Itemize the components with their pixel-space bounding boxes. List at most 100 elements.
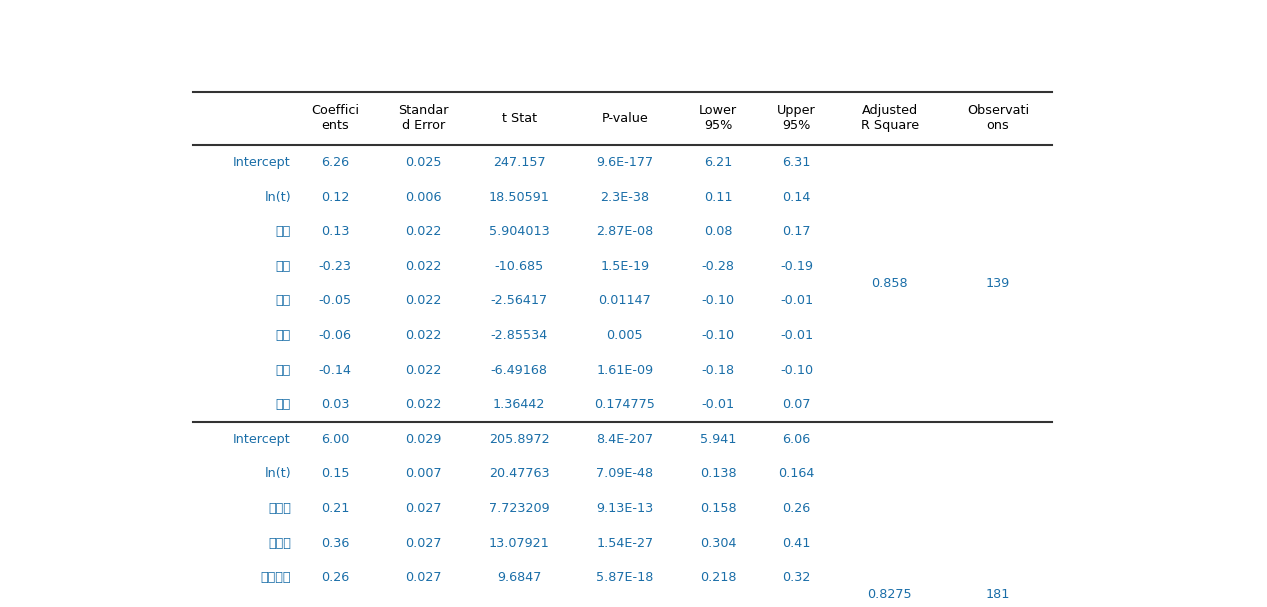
Text: 9.13E-13: 9.13E-13 [597, 502, 654, 515]
Text: -0.01: -0.01 [702, 398, 735, 411]
Text: 2.3E-38: 2.3E-38 [601, 191, 650, 204]
Text: 20.47763: 20.47763 [489, 467, 550, 480]
Text: -0.10: -0.10 [780, 364, 813, 376]
Text: -2.85534: -2.85534 [490, 329, 547, 342]
Text: 0.029: 0.029 [405, 433, 442, 446]
Text: 0.304: 0.304 [699, 537, 736, 549]
Text: -0.28: -0.28 [702, 260, 735, 273]
Text: 247.157: 247.157 [493, 156, 546, 169]
Text: Lower
95%: Lower 95% [699, 104, 737, 132]
Text: 6.00: 6.00 [321, 433, 350, 446]
Text: 6.31: 6.31 [783, 156, 811, 169]
Text: 0.20: 0.20 [321, 606, 350, 607]
Text: 205.8972: 205.8972 [489, 433, 550, 446]
Text: P-value: P-value [602, 112, 649, 125]
Text: 139: 139 [986, 277, 1010, 290]
Text: 1.36442: 1.36442 [493, 398, 545, 411]
Text: 18.50591: 18.50591 [489, 191, 550, 204]
Text: Upper
95%: Upper 95% [777, 104, 816, 132]
Text: 0.8275: 0.8275 [868, 588, 912, 602]
Text: 0.027: 0.027 [405, 606, 442, 607]
Text: 6.26: 6.26 [321, 156, 350, 169]
Text: 0.26: 0.26 [783, 502, 811, 515]
Text: ln(t): ln(t) [265, 191, 291, 204]
Text: -0.10: -0.10 [702, 294, 735, 307]
Text: 0.022: 0.022 [405, 364, 442, 376]
Text: 0.027: 0.027 [405, 571, 442, 584]
Text: 0.26: 0.26 [321, 571, 350, 584]
Text: 0.022: 0.022 [405, 398, 442, 411]
Text: 5.87E-18: 5.87E-18 [595, 571, 654, 584]
Text: -2.56417: -2.56417 [490, 294, 547, 307]
Text: 0.022: 0.022 [405, 294, 442, 307]
Text: 0.17: 0.17 [783, 225, 811, 239]
Text: 강원도: 강원도 [269, 537, 291, 549]
Text: 2.87E-08: 2.87E-08 [597, 225, 654, 239]
Text: 0.005: 0.005 [607, 329, 644, 342]
Text: 0.006: 0.006 [405, 191, 442, 204]
Text: 경기도: 경기도 [269, 502, 291, 515]
Text: -10.685: -10.685 [494, 260, 544, 273]
Text: 0.14: 0.14 [704, 606, 732, 607]
Text: -0.19: -0.19 [780, 260, 813, 273]
Text: 7.723209: 7.723209 [489, 502, 550, 515]
Text: 0.164: 0.164 [778, 467, 815, 480]
Text: 1.5E-19: 1.5E-19 [601, 260, 650, 273]
Text: 충청남도: 충청남도 [261, 606, 291, 607]
Text: 0.12: 0.12 [321, 191, 350, 204]
Text: 충청북도: 충청북도 [261, 571, 291, 584]
Text: 0.022: 0.022 [405, 329, 442, 342]
Text: 0.027: 0.027 [405, 502, 442, 515]
Text: 5.941: 5.941 [699, 433, 736, 446]
Text: 0.174775: 0.174775 [594, 398, 655, 411]
Text: -0.14: -0.14 [318, 364, 352, 376]
Text: -0.23: -0.23 [318, 260, 352, 273]
Text: 서울: 서울 [276, 225, 291, 239]
Text: -0.05: -0.05 [318, 294, 352, 307]
Text: Intercept: Intercept [233, 156, 291, 169]
Text: 0.025: 0.025 [405, 156, 442, 169]
Text: 0.08: 0.08 [704, 225, 732, 239]
Text: -0.06: -0.06 [318, 329, 352, 342]
Text: 8.4E-207: 8.4E-207 [597, 433, 654, 446]
Text: 6.21: 6.21 [704, 156, 732, 169]
Text: 0.218: 0.218 [699, 571, 736, 584]
Text: 0.41: 0.41 [783, 537, 811, 549]
Text: -0.01: -0.01 [780, 294, 813, 307]
Text: 광주: 광주 [276, 364, 291, 376]
Text: 1.96E-11: 1.96E-11 [597, 606, 654, 607]
Text: Adjusted
R Square: Adjusted R Square [860, 104, 919, 132]
Text: -0.01: -0.01 [780, 329, 813, 342]
Text: 0.32: 0.32 [783, 571, 811, 584]
Text: 181: 181 [986, 588, 1010, 602]
Text: 0.022: 0.022 [405, 260, 442, 273]
Text: 0.01147: 0.01147 [598, 294, 651, 307]
Text: 인천: 인천 [276, 329, 291, 342]
Text: 1.61E-09: 1.61E-09 [597, 364, 654, 376]
Text: 7.187221: 7.187221 [489, 606, 550, 607]
Text: 0.03: 0.03 [321, 398, 350, 411]
Text: 9.6847: 9.6847 [497, 571, 541, 584]
Text: 0.13: 0.13 [321, 225, 350, 239]
Text: 대구: 대구 [276, 294, 291, 307]
Text: 0.25: 0.25 [783, 606, 811, 607]
Text: 9.6E-177: 9.6E-177 [597, 156, 654, 169]
Text: 0.158: 0.158 [699, 502, 736, 515]
Text: 0.14: 0.14 [783, 191, 811, 204]
Text: 1.54E-27: 1.54E-27 [597, 537, 654, 549]
Text: t Stat: t Stat [502, 112, 537, 125]
Text: 5.904013: 5.904013 [489, 225, 550, 239]
Text: ln(t): ln(t) [265, 467, 291, 480]
Text: Standar
d Error: Standar d Error [398, 104, 449, 132]
Text: 0.36: 0.36 [321, 537, 350, 549]
Text: Observati
ons: Observati ons [967, 104, 1029, 132]
Text: 13.07921: 13.07921 [489, 537, 550, 549]
Text: 0.858: 0.858 [872, 277, 908, 290]
Text: 0.022: 0.022 [405, 225, 442, 239]
Text: 대전: 대전 [276, 398, 291, 411]
Text: 0.07: 0.07 [783, 398, 811, 411]
Text: 0.11: 0.11 [704, 191, 732, 204]
Text: 0.138: 0.138 [699, 467, 736, 480]
Text: Coeffici
ents: Coeffici ents [312, 104, 359, 132]
Text: 0.007: 0.007 [405, 467, 442, 480]
